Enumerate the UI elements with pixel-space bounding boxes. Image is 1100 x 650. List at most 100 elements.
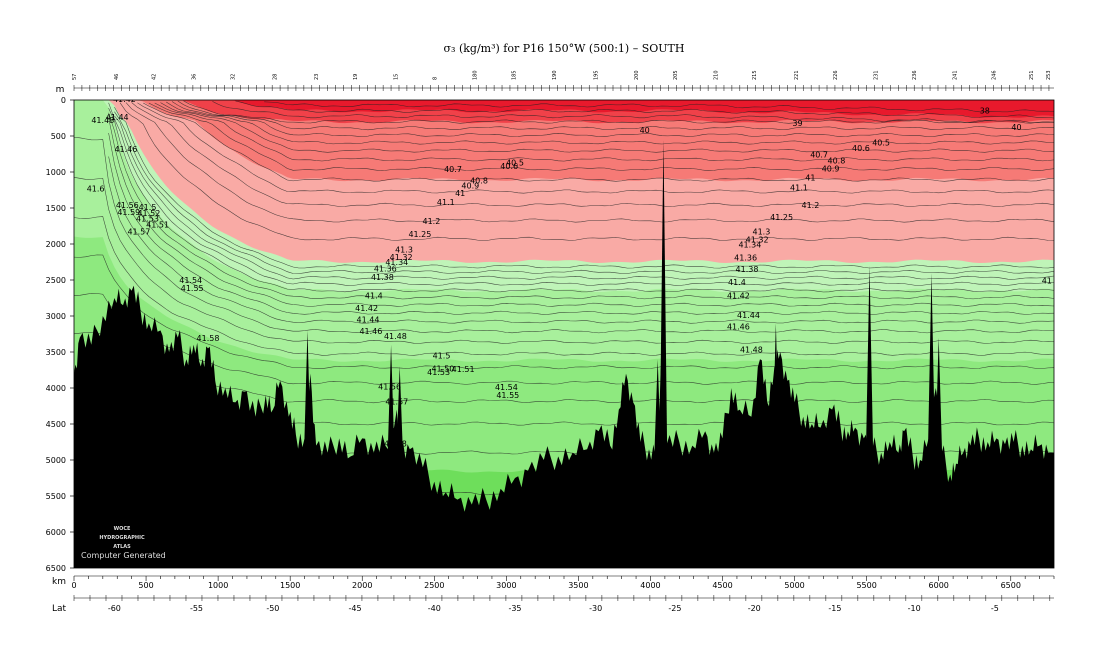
seamount-spike <box>927 272 936 475</box>
latitude-tick-label: -20 <box>748 604 761 613</box>
latitude-tick-label: -30 <box>589 604 602 613</box>
station-label: 57 <box>72 74 78 80</box>
contour-label: 41.38 <box>736 265 759 274</box>
contour-label: 41.48 <box>91 116 114 125</box>
isopycnal-contour <box>119 102 1054 241</box>
isopycnal-contour <box>108 112 1054 300</box>
station-label: 42 <box>151 74 157 80</box>
contour-label: 41.25 <box>770 213 793 222</box>
contour-label: 41.59 <box>117 208 140 217</box>
isopycnal-contour <box>160 102 1054 153</box>
contour-label: 40.8 <box>827 156 845 165</box>
station-label: 253 <box>1046 70 1052 80</box>
depth-tick-label: 1000 <box>46 168 66 177</box>
isopycnal-contour <box>235 100 1054 119</box>
isopycnal-contour <box>74 137 1054 334</box>
isopycnal-contour <box>74 216 1054 356</box>
distance-tick-label: 2000 <box>352 581 372 590</box>
contour-label: 41.3 <box>752 228 770 237</box>
depth-tick-label: 2000 <box>46 240 66 249</box>
contour-label: 41.53 <box>427 368 450 377</box>
station-label: 180 <box>473 70 479 80</box>
contour-label: 40.9 <box>822 164 840 173</box>
depth-tick-label: 3500 <box>46 348 66 357</box>
contour-label: 41.56 <box>116 201 139 210</box>
contour-label: 41.25 <box>408 230 431 239</box>
isopycnal-contour <box>114 106 1054 269</box>
contour-label: 41.48 <box>740 346 763 355</box>
isopycnal-contour <box>74 177 1054 344</box>
contour-label: 41.58 <box>197 334 220 343</box>
isopycnal-contour <box>108 107 1054 293</box>
contour-label: 41.50 <box>431 364 454 373</box>
contour-label: 41.55 <box>181 284 204 293</box>
seamount-spike <box>865 265 874 475</box>
contour-label: 41.51 <box>452 365 475 374</box>
depth-unit-label: m <box>56 85 65 95</box>
station-label: 205 <box>673 70 679 80</box>
station-label: 251 <box>1029 70 1035 80</box>
contour-label: 41.44 <box>357 316 380 325</box>
contour-label: 41 <box>805 174 815 183</box>
station-label: 241 <box>953 70 959 80</box>
station-label: 46 <box>114 74 120 80</box>
sea-floor-profile <box>74 285 1054 568</box>
contour-label: 40.7 <box>444 165 462 174</box>
contour-label: 41.57 <box>385 398 408 407</box>
plot-border <box>73 99 1055 569</box>
seamount-spike <box>934 337 943 475</box>
station-axis: 57 46 42 36 32 28 23 19 15 8 180 185 190 195 200 205 210… <box>72 70 1054 91</box>
woce-logo: WOCE HYDROGRAPHIC ATLAS <box>99 526 145 550</box>
station-label: 236 <box>912 70 918 80</box>
isopycnal-contour <box>108 102 1054 286</box>
contour-label: 41.48 <box>384 332 407 341</box>
distance-tick-label: 5500 <box>856 581 876 590</box>
contour-label: 41.4 <box>365 292 383 301</box>
seamount-spike <box>387 344 396 475</box>
distance-tick-label: 5000 <box>784 581 804 590</box>
distance-tick-label: 3000 <box>496 581 516 590</box>
latitude-tick-label: -5 <box>991 604 999 613</box>
contour-label: 41.1 <box>437 198 455 207</box>
contour-label: 41 <box>1042 277 1052 286</box>
contour-label: 40 <box>640 126 650 135</box>
contour-label: 41.5 <box>139 203 157 212</box>
contour-label: 41.5 <box>433 352 451 361</box>
contour-label: 41.46 <box>727 323 750 332</box>
depth-tick-label: 0 <box>61 96 66 105</box>
isopycnal-contour <box>108 132 1054 315</box>
contour-label: 41.32 <box>746 236 769 245</box>
isopycnal-contour <box>171 101 1054 137</box>
depth-tick-label: 5500 <box>46 492 66 501</box>
plot-frame <box>73 99 1055 569</box>
isopycnal-contour <box>74 332 1054 404</box>
logo-line-1: WOCE <box>114 526 131 532</box>
distance-axis: 0 500 1000 1500 2000 2500 3000 3500 4000 4500 5000… <box>71 575 1055 590</box>
distance-tick-label: 6000 <box>929 581 949 590</box>
isopycnal-contour <box>114 115 1054 280</box>
latitude-tick-label: -40 <box>428 604 441 613</box>
distance-tick-label: 2500 <box>424 581 444 590</box>
depth-tick-label: 4500 <box>46 420 66 429</box>
contour-label: 40.6 <box>852 144 870 153</box>
contour-label: 41.51 <box>146 220 169 229</box>
station-label: 215 <box>752 70 758 80</box>
isopycnal-contour <box>143 102 1054 182</box>
depth-tick-label: 3000 <box>46 312 66 321</box>
station-label: 226 <box>833 70 839 80</box>
depth-tick-label: 5000 <box>46 456 66 465</box>
depth-tick-label: 1500 <box>46 204 66 213</box>
contour-label: 41.36 <box>734 254 757 263</box>
contour-label: 41.32 <box>390 253 413 262</box>
contour-label: 41.52 <box>137 209 160 218</box>
isopycnal-contour <box>114 111 1054 274</box>
logo-line-3: ATLAS <box>113 544 131 550</box>
station-label: 190 <box>552 70 558 80</box>
isopycnal-contour <box>183 100 1054 124</box>
logo-line-2: HYDROGRAPHIC <box>99 535 145 541</box>
contour-label: 41.42 <box>113 95 136 104</box>
latitude-tick-label: -25 <box>668 604 681 613</box>
isopycnal-contour <box>177 100 1054 131</box>
